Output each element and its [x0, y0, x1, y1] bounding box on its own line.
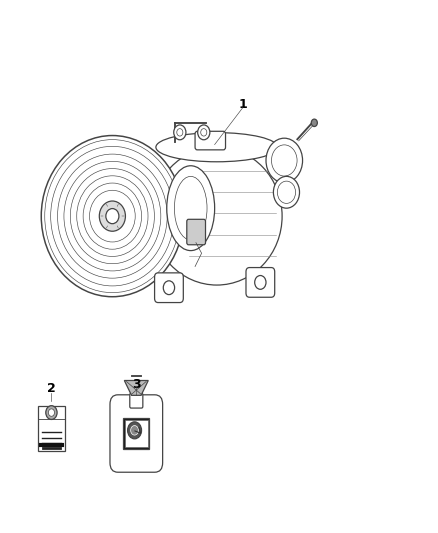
Ellipse shape	[156, 133, 278, 162]
Text: 2: 2	[47, 382, 56, 395]
Circle shape	[311, 119, 318, 126]
Circle shape	[272, 145, 297, 176]
FancyBboxPatch shape	[155, 273, 184, 303]
Ellipse shape	[167, 166, 215, 251]
Circle shape	[131, 425, 138, 435]
Ellipse shape	[106, 208, 119, 224]
Ellipse shape	[99, 201, 125, 231]
Ellipse shape	[41, 135, 184, 297]
FancyBboxPatch shape	[130, 393, 143, 408]
Text: 1: 1	[239, 98, 247, 111]
Circle shape	[198, 125, 210, 140]
Circle shape	[254, 276, 266, 289]
FancyBboxPatch shape	[123, 418, 149, 449]
FancyBboxPatch shape	[187, 219, 205, 245]
Circle shape	[127, 422, 141, 439]
Circle shape	[174, 125, 186, 140]
Circle shape	[266, 138, 303, 183]
Polygon shape	[124, 381, 148, 395]
Circle shape	[273, 176, 300, 208]
Circle shape	[177, 128, 183, 136]
Circle shape	[48, 409, 54, 416]
FancyBboxPatch shape	[110, 395, 162, 472]
Ellipse shape	[152, 147, 282, 285]
Circle shape	[201, 128, 207, 136]
Circle shape	[277, 181, 296, 204]
FancyBboxPatch shape	[195, 131, 226, 150]
Ellipse shape	[174, 176, 207, 240]
FancyBboxPatch shape	[246, 268, 275, 297]
Circle shape	[46, 406, 57, 419]
Circle shape	[163, 281, 175, 295]
FancyBboxPatch shape	[125, 419, 148, 447]
FancyBboxPatch shape	[38, 406, 65, 451]
Text: 3: 3	[132, 378, 141, 391]
